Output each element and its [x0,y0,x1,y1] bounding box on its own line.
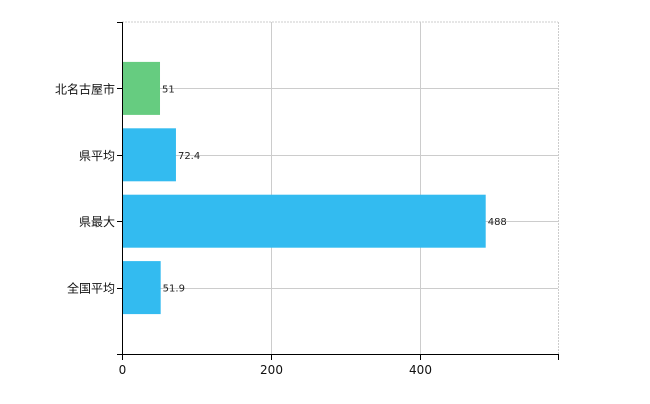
x-tick-label-1: 200 [260,363,283,377]
data-label-2: 488 [488,217,507,228]
bars [122,61,486,315]
x-tick-label-2: 400 [409,363,432,377]
y-tick-label-2: 県最大 [79,215,115,229]
bar-0 [122,61,161,115]
bar-1 [122,128,176,182]
axes [117,22,558,355]
bar-2 [122,194,486,248]
data-label-1: 72.4 [178,151,200,162]
data-label-0: 51 [162,84,175,95]
bar-3 [122,261,161,315]
x-tick-label-0: 0 [119,363,127,377]
grid-lines [122,21,559,354]
data-label-3: 51.9 [163,284,185,295]
y-tick-label-0: 北名古屋市 [55,81,115,96]
data-labels: 51 72.4 488 51.9 [162,84,507,294]
y-tick-label-1: 県平均 [79,149,115,163]
y-tick-label-3: 全国平均 [67,281,115,296]
